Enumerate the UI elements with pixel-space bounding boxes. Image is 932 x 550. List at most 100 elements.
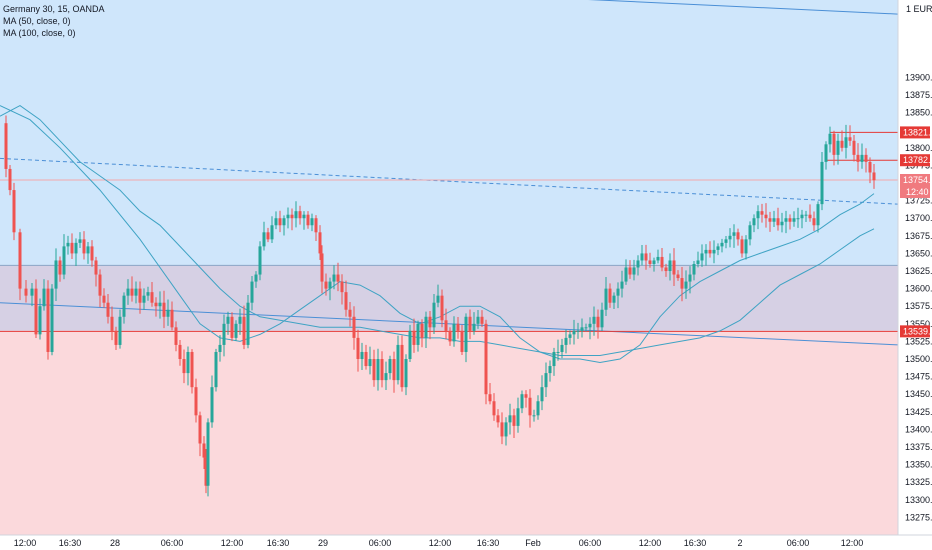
ma100-line: [0, 105, 875, 356]
candle-body: [412, 330, 416, 345]
candle-body: [504, 422, 508, 437]
candle-body: [158, 302, 162, 307]
chart-legend: Germany 30, 15, OANDA MA (50, close, 0) …: [3, 3, 105, 39]
candle-body: [336, 274, 340, 282]
candle-body: [226, 316, 230, 324]
candle-body: [94, 260, 98, 275]
candle-body: [548, 366, 552, 374]
x-tick-label: Feb: [525, 538, 541, 548]
candle-body: [310, 218, 314, 226]
candle-body: [440, 295, 444, 321]
candle-body: [138, 288, 142, 303]
candle-body: [708, 249, 712, 254]
candle-body: [282, 218, 286, 226]
candle-body: [560, 344, 564, 352]
candle-body: [222, 323, 226, 345]
x-tick-label: 16:30: [477, 538, 500, 548]
candle-body: [408, 330, 412, 360]
candle-body: [206, 422, 210, 486]
candle-body: [868, 161, 872, 173]
zones: [0, 0, 898, 535]
legend-symbol: Germany 30, 15, OANDA: [3, 4, 105, 14]
candle-body: [524, 394, 528, 398]
candle-body: [250, 281, 254, 303]
candle-body: [396, 344, 400, 381]
candle-body: [202, 443, 206, 458]
candle-body: [572, 330, 576, 335]
candle-body: [146, 292, 150, 296]
candle-body: [692, 263, 696, 275]
y-tick-label: 13575.0: [905, 301, 932, 311]
candle-body: [580, 327, 584, 331]
price-axis-bg: [898, 0, 932, 550]
candle-body: [210, 387, 214, 423]
currency-label: 1 EUR: [906, 4, 932, 14]
candle-body: [696, 260, 700, 264]
candle-body: [142, 295, 146, 303]
y-tick-label: 13425.0: [905, 407, 932, 417]
candle-body: [18, 232, 22, 289]
candle-body: [364, 351, 368, 367]
candle-body: [42, 288, 46, 307]
candle-body: [664, 267, 668, 272]
candle-body: [744, 239, 748, 254]
candle-body: [114, 330, 118, 345]
candle-body: [604, 288, 608, 310]
candle-body: [38, 306, 42, 335]
candle-body: [460, 330, 464, 352]
y-tick-label: 13675.0: [905, 231, 932, 241]
trend-lines: [0, 0, 899, 346]
candle-body: [324, 281, 328, 289]
candle-body: [12, 190, 16, 233]
y-tick-label: 13325.0: [905, 477, 932, 487]
candle-body: [298, 211, 302, 219]
candle-body: [444, 320, 448, 331]
candle-body: [668, 260, 672, 272]
candle-body: [776, 218, 780, 226]
candle-body: [636, 260, 640, 268]
candle-body: [360, 351, 364, 360]
y-tick-label: 13475.0: [905, 372, 932, 382]
price-badge-text: 13821.9: [903, 127, 932, 137]
candle-body: [832, 133, 836, 155]
candle-body: [380, 359, 384, 381]
candle-body: [190, 351, 194, 388]
candle-body: [456, 323, 460, 331]
candle-body: [824, 144, 828, 162]
candle-body: [254, 274, 258, 282]
legend-ma50: MA (50, close, 0): [3, 16, 71, 26]
time-axis-bg: [0, 535, 932, 550]
candle-body: [792, 218, 796, 222]
candle-body: [182, 359, 186, 374]
candle-body: [204, 457, 208, 486]
candle-body: [584, 327, 588, 329]
candle-body: [700, 253, 704, 261]
candle-body: [436, 295, 440, 303]
candle-body: [70, 242, 74, 254]
x-tick-label: 12:00: [429, 538, 452, 548]
candle-body: [34, 288, 38, 335]
candle-body: [286, 214, 290, 219]
zone-lower: [0, 330, 898, 535]
candle-body: [528, 397, 532, 416]
candle-body: [796, 218, 800, 220]
candle-body: [544, 373, 548, 388]
candle-body: [644, 253, 648, 261]
candle-body: [130, 288, 134, 296]
price-badge-text: 13782.4: [903, 155, 932, 165]
candle-body: [30, 288, 34, 296]
candle-body: [448, 330, 452, 342]
candle-body: [704, 249, 708, 254]
candle-body: [780, 221, 784, 226]
dashed-trend-line: [0, 157, 899, 205]
y-tick-label: 13850.0: [905, 108, 932, 118]
x-tick-label: 06:00: [369, 538, 392, 548]
y-tick-label: 13650.0: [905, 248, 932, 258]
candle-body: [82, 239, 86, 254]
candle-body: [564, 337, 568, 345]
candle-body: [174, 327, 178, 345]
candle-body: [294, 211, 298, 219]
candle-body: [122, 295, 126, 317]
candle-body: [66, 242, 70, 247]
